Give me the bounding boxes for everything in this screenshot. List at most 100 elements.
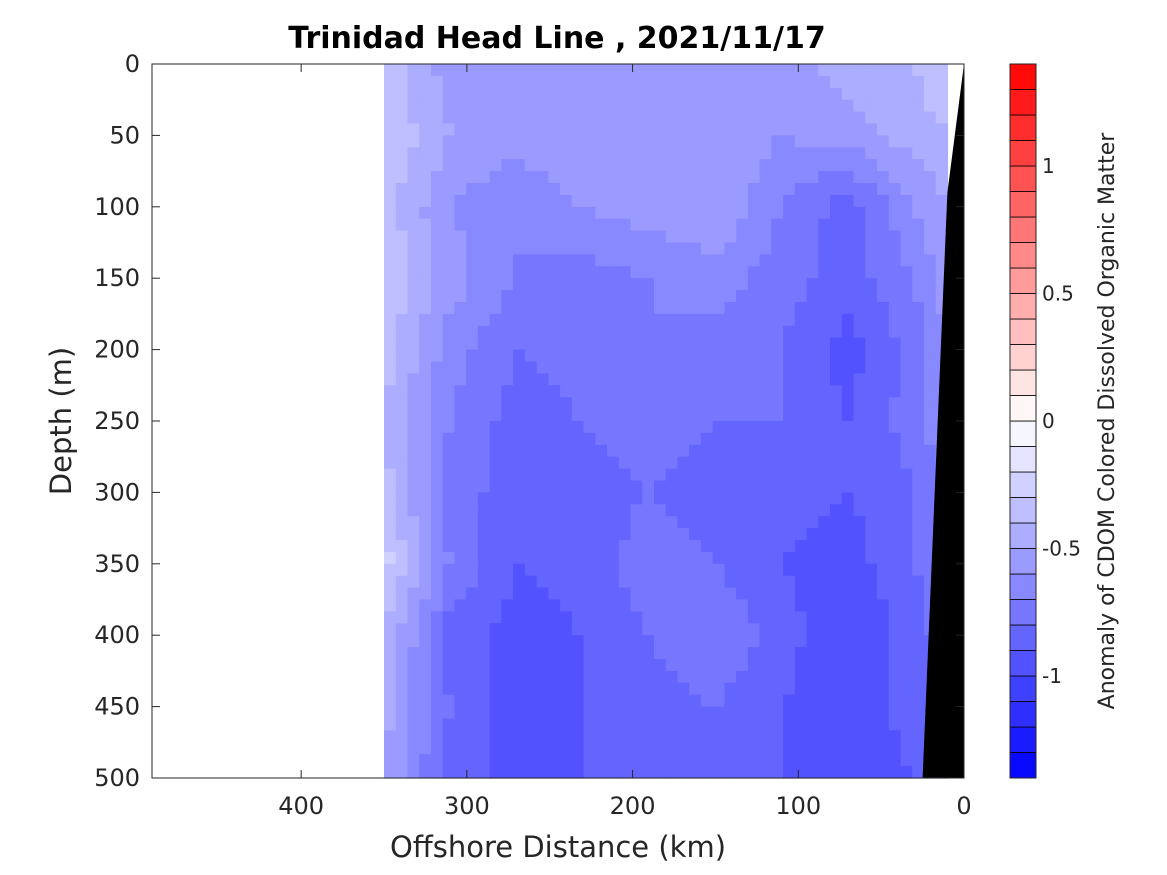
data-cell <box>747 421 761 434</box>
data-cell <box>618 349 632 363</box>
data-cell <box>700 599 714 612</box>
data-cell <box>830 540 843 553</box>
data-cell <box>607 718 620 731</box>
data-cell <box>524 504 538 517</box>
data-cell <box>806 468 819 482</box>
data-cell <box>384 730 397 743</box>
data-cell <box>583 123 596 136</box>
data-cell <box>912 349 925 363</box>
data-cell <box>607 230 620 244</box>
data-cell <box>712 706 726 720</box>
data-cell <box>419 528 432 541</box>
data-cell <box>912 302 925 315</box>
data-cell <box>536 718 549 731</box>
data-cell <box>595 373 608 386</box>
data-cell <box>548 254 561 267</box>
data-cell <box>888 718 902 731</box>
data-cell <box>618 325 632 339</box>
data-cell <box>618 611 632 624</box>
data-cell <box>395 504 409 517</box>
data-cell <box>524 659 538 672</box>
data-cell <box>501 492 514 505</box>
data-cell <box>384 206 397 220</box>
data-cell <box>888 302 902 315</box>
data-cell <box>477 456 491 470</box>
data-cell <box>419 218 432 232</box>
data-cell <box>477 670 491 684</box>
data-cell <box>923 75 937 89</box>
data-cell <box>900 147 913 160</box>
data-cell <box>724 99 737 113</box>
data-cell <box>912 194 925 208</box>
data-cell <box>642 87 655 101</box>
data-cell <box>430 540 444 553</box>
data-cell <box>794 361 808 374</box>
data-cell <box>454 99 467 113</box>
data-cell <box>395 492 409 505</box>
data-cell <box>783 670 796 684</box>
data-cell <box>888 159 902 172</box>
data-cell <box>477 159 491 172</box>
data-cell <box>630 159 643 172</box>
data-cell <box>501 111 514 125</box>
data-cell <box>923 218 937 232</box>
data-cell <box>747 325 761 339</box>
data-cell <box>677 659 690 672</box>
data-cell <box>759 694 772 708</box>
data-cell <box>794 99 808 113</box>
data-cell <box>560 635 573 648</box>
data-cell <box>830 563 843 577</box>
data-cell <box>489 670 502 684</box>
data-cell <box>407 87 420 101</box>
data-cell <box>712 540 726 553</box>
data-cell <box>548 659 561 672</box>
data-cell <box>724 718 737 731</box>
data-cell <box>935 206 949 220</box>
data-cell <box>830 325 843 339</box>
data-cell <box>595 230 608 244</box>
data-cell <box>771 183 784 196</box>
data-cell <box>912 421 925 434</box>
data-cell <box>560 266 573 279</box>
data-cell <box>513 540 526 553</box>
data-cell <box>442 75 456 89</box>
data-cell <box>736 230 749 244</box>
data-cell <box>419 551 432 565</box>
data-cell <box>759 480 772 493</box>
data-cell <box>900 444 913 458</box>
data-cell <box>477 111 491 125</box>
data-cell <box>877 766 890 779</box>
data-cell <box>700 706 714 720</box>
data-cell <box>489 551 502 565</box>
data-cell <box>607 623 620 636</box>
data-cell <box>384 659 397 672</box>
data-cell <box>442 242 456 255</box>
data-cell <box>736 64 749 77</box>
data-cell <box>384 99 397 113</box>
data-cell <box>642 135 655 148</box>
data-cell <box>442 421 456 434</box>
data-cell <box>548 278 561 291</box>
y-tick-label: 0 <box>125 50 140 78</box>
data-cell <box>477 290 491 303</box>
data-cell <box>442 480 456 493</box>
data-cell <box>712 87 726 101</box>
data-cell <box>712 337 726 351</box>
data-cell <box>912 456 925 470</box>
data-cell <box>677 575 690 589</box>
data-cell <box>618 444 632 458</box>
data-cell <box>536 349 549 363</box>
data-cell <box>712 254 726 267</box>
data-cell <box>466 159 479 172</box>
data-cell <box>712 111 726 125</box>
data-cell <box>595 421 608 434</box>
data-cell <box>912 563 925 577</box>
data-cell <box>513 99 526 113</box>
data-cell <box>806 147 819 160</box>
data-cell <box>536 611 549 624</box>
data-cell <box>607 468 620 482</box>
data-cell <box>724 302 737 315</box>
data-cell <box>513 159 526 172</box>
data-cell <box>794 194 808 208</box>
data-cell <box>454 421 467 434</box>
